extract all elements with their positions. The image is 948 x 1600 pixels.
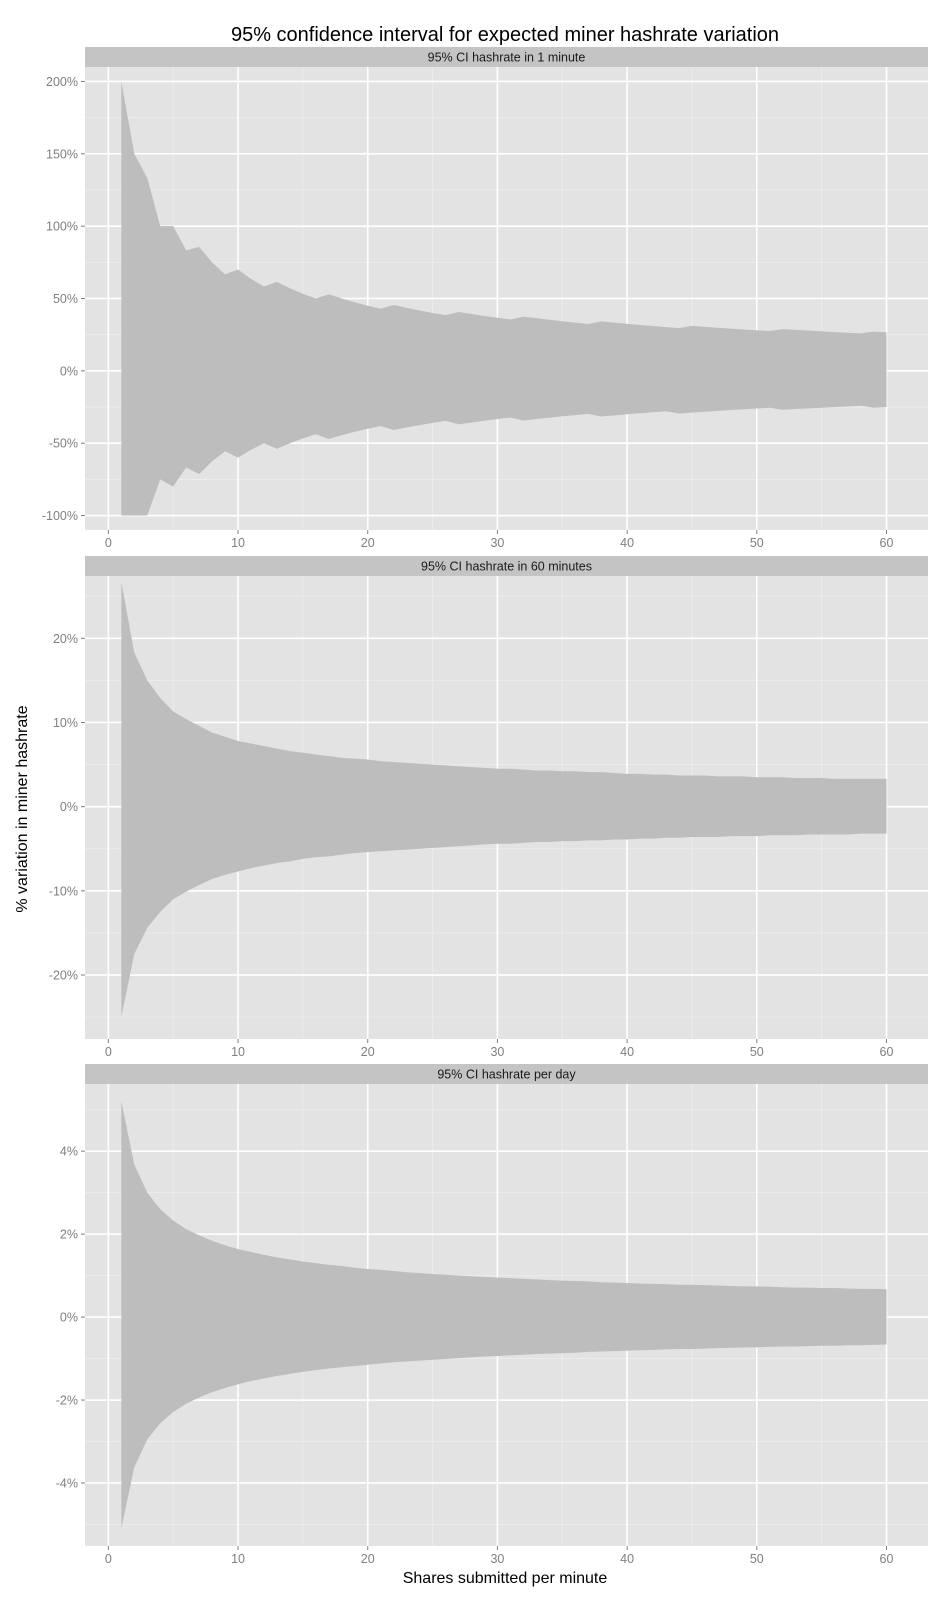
y-tick-label: 50%	[53, 292, 78, 306]
panel-strip-label: 95% CI hashrate in 1 minute	[428, 51, 586, 65]
y-tick-label: 20%	[53, 632, 78, 646]
x-tick-label: 30	[490, 1552, 504, 1566]
x-axis-title: Shares submitted per minute	[403, 1570, 608, 1587]
y-tick-label: 2%	[60, 1228, 78, 1242]
panel-2: 95% CI hashrate in 60 minutes -20% -10% 0% 1…	[49, 556, 928, 1059]
x-tick-label: 60	[880, 536, 894, 550]
y-tick-label: -2%	[56, 1394, 78, 1408]
x-tick-label: 0	[105, 1552, 112, 1566]
x-tick-label: 40	[620, 1045, 634, 1059]
y-tick-label: 4%	[60, 1145, 78, 1159]
y-tick-label: -20%	[49, 969, 78, 983]
y-tick-label: 10%	[53, 716, 78, 730]
x-tick-label: 10	[231, 1552, 245, 1566]
x-tick-label: 20	[361, 1045, 375, 1059]
panel-strip-label: 95% CI hashrate in 60 minutes	[421, 560, 592, 574]
panel-1: 95% CI hashrate in 1 minute -100% -50% 0% 50…	[42, 47, 928, 550]
x-tick-label: 50	[750, 536, 764, 550]
x-tick-label: 10	[231, 1045, 245, 1059]
x-tick-label: 60	[880, 1045, 894, 1059]
y-tick-label: 0%	[60, 364, 78, 378]
x-tick-label: 0	[105, 1045, 112, 1059]
panels: 95% CI hashrate in 1 minute -100% -50% 0% 50…	[42, 47, 928, 1566]
panel-strip	[85, 1064, 928, 1084]
ci-ribbon	[121, 1101, 887, 1529]
x-tick-label: 40	[620, 536, 634, 550]
y-tick-label: -10%	[49, 884, 78, 898]
panel-strip	[85, 556, 928, 576]
x-tick-label: 30	[490, 536, 504, 550]
x-tick-label: 40	[620, 1552, 634, 1566]
y-axis-title: % variation in miner hashrate	[14, 705, 31, 912]
x-tick-label: 0	[105, 536, 112, 550]
panel-strip-label: 95% CI hashrate per day	[437, 1068, 576, 1082]
x-tick-label: 20	[361, 1552, 375, 1566]
y-tick-label: 0%	[60, 800, 78, 814]
x-tick-label: 50	[750, 1552, 764, 1566]
x-tick-label: 10	[231, 536, 245, 550]
y-tick-label: -4%	[56, 1476, 78, 1490]
y-tick-label: 200%	[46, 75, 78, 89]
y-tick-label: 150%	[46, 147, 78, 161]
x-tick-label: 30	[490, 1045, 504, 1059]
x-tick-label: 60	[880, 1552, 894, 1566]
y-tick-label: 0%	[60, 1311, 78, 1325]
panel-strip	[85, 47, 928, 67]
y-tick-label: 100%	[46, 220, 78, 234]
y-tick-label: -50%	[49, 437, 78, 451]
ci-ribbon	[121, 81, 887, 516]
x-tick-label: 20	[361, 536, 375, 550]
y-tick-label: -100%	[42, 509, 78, 523]
chart-title: 95% confidence interval for expected min…	[231, 24, 779, 46]
x-tick-label: 50	[750, 1045, 764, 1059]
panel-3: 95% CI hashrate per day -4% -2% 0% 2% 4% 0 10 20…	[56, 1064, 928, 1566]
ci-ribbon	[121, 581, 887, 1018]
